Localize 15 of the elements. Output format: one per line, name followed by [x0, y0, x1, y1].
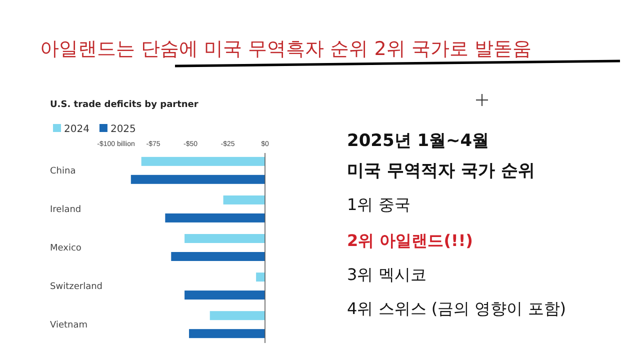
- legend-label: 2025: [110, 124, 136, 135]
- text: 3위 멕시코: [347, 265, 426, 284]
- text: 1위 중국: [347, 195, 410, 214]
- legend-label: 2024: [64, 124, 90, 135]
- y-tick-label: Switzerland: [50, 282, 102, 292]
- text: 2위 아일랜드(!!): [347, 231, 473, 250]
- chart-title: 아일랜드는 단숨에 미국 무역흑자 순위 2위 국가로 발돋움: [40, 38, 532, 60]
- y-tick-label: Ireland: [50, 204, 82, 215]
- text: 2025년 1월~4월: [347, 131, 490, 151]
- y-tick-label: Mexico: [50, 244, 82, 254]
- y-tick-label: Vietnam: [50, 320, 88, 331]
- text: 미국 무역적자 국가 순위: [347, 161, 535, 181]
- chart-subtitle: U.S. trade deficits by partner: [50, 100, 199, 110]
- y-tick-label: China: [50, 166, 76, 176]
- text: 4위 스위스 (금의 영향이 포함): [347, 299, 566, 318]
